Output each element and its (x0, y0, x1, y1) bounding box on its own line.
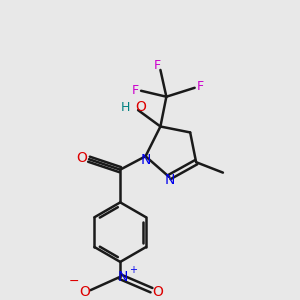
Text: O: O (79, 285, 90, 299)
Text: F: F (132, 84, 139, 97)
Text: N: N (117, 270, 128, 284)
Text: F: F (197, 80, 204, 93)
Text: O: O (76, 151, 87, 165)
Text: O: O (135, 100, 146, 114)
Text: O: O (152, 285, 163, 299)
Text: N: N (141, 153, 151, 167)
Text: +: + (129, 265, 137, 275)
Text: H: H (121, 100, 130, 114)
Text: F: F (154, 59, 161, 72)
Text: −: − (69, 275, 80, 288)
Text: N: N (165, 173, 175, 187)
